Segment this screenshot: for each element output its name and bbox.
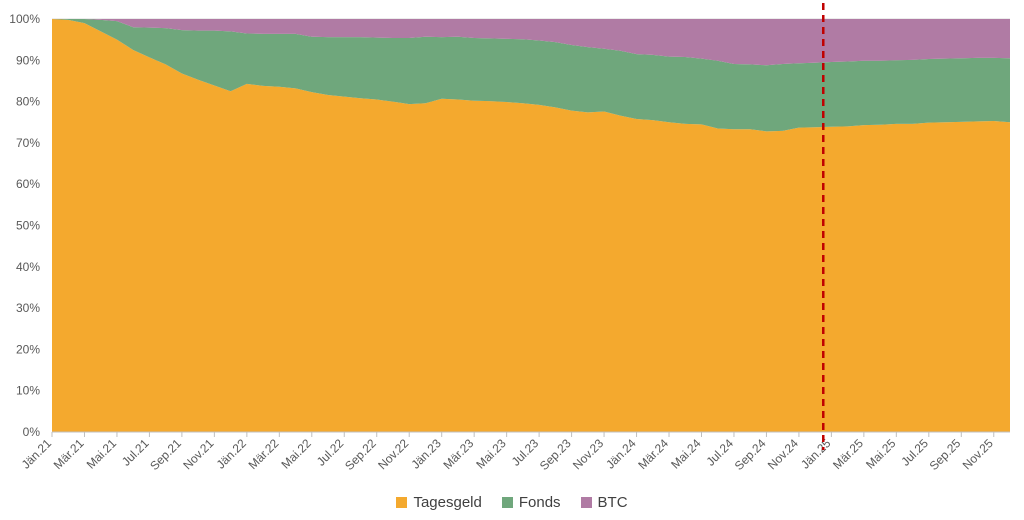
x-tick-label: Sep.25 [927,436,964,473]
area-series-fonds [52,19,1010,132]
legend-item-btc: BTC [580,494,628,511]
x-tick-label: Sep.22 [342,436,379,473]
y-tick-label: 20% [16,342,40,356]
y-tick-label: 90% [16,53,40,67]
x-tick-label: Mär.21 [51,436,87,472]
x-tick-label: Nov.22 [375,436,411,472]
y-tick-label: 50% [16,219,40,233]
x-tick-label: Mär.23 [440,436,476,472]
x-tick-label: Mai.21 [84,436,120,472]
x-tick-label: Sep.23 [537,436,574,473]
area-series-btc [52,19,1010,66]
y-tick-label: 40% [16,260,40,274]
legend-label: BTC [597,494,628,511]
x-tick-label: Mär.22 [246,436,282,472]
x-tick-label: Jän.22 [214,436,250,472]
legend-item-fonds: Fonds [501,494,561,511]
legend-swatch [396,497,408,508]
x-tick-label: Mai.23 [473,436,509,472]
x-tick-label: Sep.24 [732,436,769,473]
x-tick-label: Mär.25 [830,436,866,472]
legend-swatch [580,497,592,508]
x-tick-label: Mai.22 [279,436,315,472]
legend-label: Fonds [518,494,561,511]
chart-legend: Tagesgeld Fonds BTC [0,494,1024,511]
y-tick-label: 30% [16,301,40,315]
x-tick-label: Jän.24 [603,436,639,472]
legend-swatch [501,497,513,508]
x-tick-label: Mär.24 [635,436,671,472]
y-tick-label: 0% [23,425,41,439]
x-tick-label: Jän.23 [408,436,444,472]
y-tick-label: 100% [9,12,40,26]
x-tick-label: Jän.25 [798,436,834,472]
x-tick-label: Nov.25 [960,436,996,472]
x-tick-label: Nov.23 [570,436,606,472]
x-tick-label: Sep.21 [147,436,184,473]
y-tick-label: 60% [16,177,40,191]
x-tick-label: Jän.21 [19,436,55,472]
x-tick-label: Nov.21 [180,436,216,472]
y-tick-label: 70% [16,136,40,150]
y-axis: 0% 10% 20% 30% 40% 50% 60% 70% 80% 90% 100% [9,12,40,439]
series-areas [52,19,1010,432]
legend-label: Tagesgeld [413,494,482,511]
y-tick-label: 80% [16,95,40,109]
x-tick-label: Mai.24 [668,436,704,472]
x-tick-label: Nov.24 [765,436,801,472]
area-series-tagesgeld [52,19,1010,432]
y-tick-label: 10% [16,384,40,398]
legend-item-tagesgeld: Tagesgeld [396,494,482,511]
x-tick-label: Mai.25 [863,436,899,472]
